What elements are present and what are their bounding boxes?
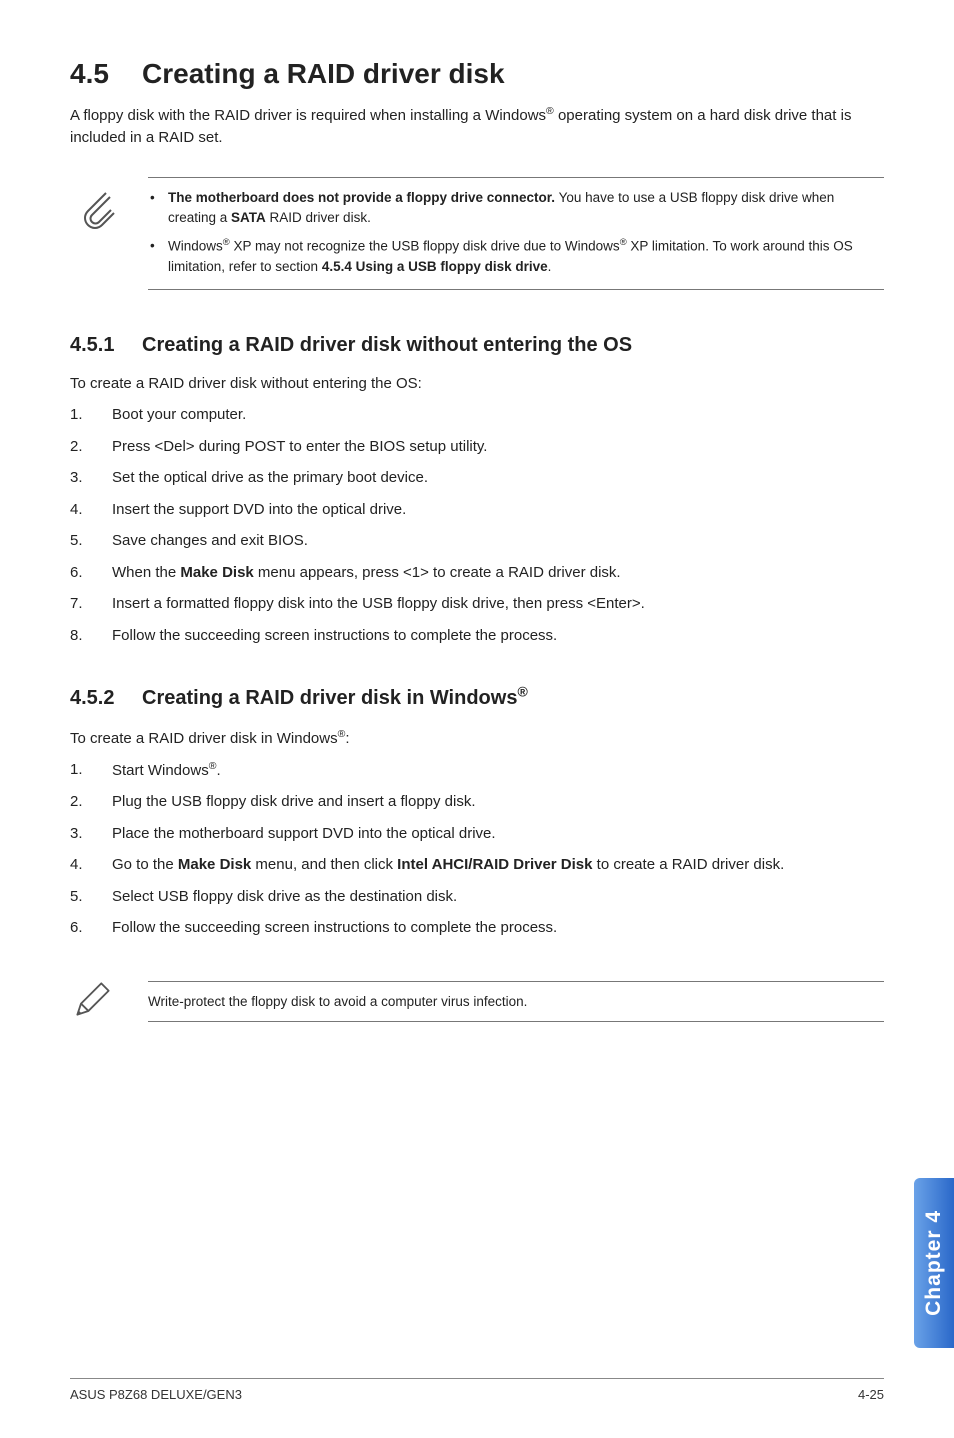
step-item: 6. When the Make Disk menu appears, press… [70, 562, 884, 585]
step-text: Save changes and exit BIOS. [112, 532, 308, 549]
step-item: 5. Save changes and exit BIOS. [70, 530, 884, 553]
step-number: 8. [70, 625, 83, 648]
step-text: Start Windows®. [112, 762, 221, 779]
page-footer: ASUS P8Z68 DELUXE/GEN3 4-25 [70, 1378, 884, 1402]
steps-list-2: 1. Start Windows®. 2. Plug the USB floppy d… [70, 759, 884, 940]
step-item: 3. Place the motherboard support DVD into… [70, 823, 884, 846]
step-text: Follow the succeeding screen instruction… [112, 627, 557, 644]
section-title-text: Creating a RAID driver disk [142, 58, 505, 89]
note-item: Windows® XP may not recognize the USB fl… [148, 236, 884, 277]
step-text: Insert the support DVD into the optical … [112, 501, 406, 518]
note-content: The motherboard does not provide a flopp… [148, 177, 884, 291]
section-number: 4.5 [70, 58, 142, 90]
step-text: Press <Del> during POST to enter the BIO… [112, 438, 487, 455]
step-text: Set the optical drive as the primary boo… [112, 469, 428, 486]
step-number: 4. [70, 499, 83, 522]
subsection-number: 4.5.1 [70, 334, 142, 357]
chapter-tab-label: Chapter 4 [922, 1210, 946, 1316]
step-item: 6. Follow the succeeding screen instructi… [70, 917, 884, 940]
step-item: 1. Start Windows®. [70, 759, 884, 783]
step-number: 2. [70, 436, 83, 459]
subsection-number: 4.5.2 [70, 687, 142, 710]
footer-left: ASUS P8Z68 DELUXE/GEN3 [70, 1387, 242, 1402]
step-item: 2. Press <Del> during POST to enter the B… [70, 436, 884, 459]
subsection-title-text: Creating a RAID driver disk without ente… [142, 334, 632, 356]
subsection-title: 4.5.1Creating a RAID driver disk without… [70, 334, 884, 357]
step-item: 7. Insert a formatted floppy disk into th… [70, 593, 884, 616]
steps-list-1: 1. Boot your computer. 2. Press <Del> durin… [70, 404, 884, 647]
note-box: The motherboard does not provide a flopp… [70, 177, 884, 291]
note-item: The motherboard does not provide a flopp… [148, 188, 884, 229]
step-number: 1. [70, 404, 83, 427]
step-item: 3. Set the optical drive as the primary b… [70, 467, 884, 490]
step-text: When the Make Disk menu appears, press <… [112, 564, 621, 581]
step-number: 7. [70, 593, 83, 616]
step-item: 4. Insert the support DVD into the optica… [70, 499, 884, 522]
step-text: Place the motherboard support DVD into t… [112, 825, 496, 842]
step-item: 4. Go to the Make Disk menu, and then cli… [70, 854, 884, 877]
step-number: 5. [70, 886, 83, 909]
step-number: 6. [70, 562, 83, 585]
step-number: 4. [70, 854, 83, 877]
step-number: 2. [70, 791, 83, 814]
subsection-title-text: Creating a RAID driver disk in Windows® [142, 687, 528, 709]
paperclip-icon [70, 177, 126, 238]
footer-right: 4-25 [858, 1387, 884, 1402]
step-number: 6. [70, 917, 83, 940]
step-item: 2. Plug the USB floppy disk drive and ins… [70, 791, 884, 814]
step-number: 5. [70, 530, 83, 553]
pencil-icon [70, 976, 126, 1027]
lead-paragraph: To create a RAID driver disk in Windows®… [70, 728, 884, 747]
step-number: 3. [70, 467, 83, 490]
subsection-title: 4.5.2Creating a RAID driver disk in Wind… [70, 683, 884, 710]
step-text: Go to the Make Disk menu, and then click… [112, 856, 784, 873]
step-text: Boot your computer. [112, 406, 246, 423]
step-item: 8. Follow the succeeding screen instructi… [70, 625, 884, 648]
step-item: 5. Select USB floppy disk drive as the de… [70, 886, 884, 909]
intro-paragraph: A floppy disk with the RAID driver is re… [70, 104, 884, 149]
step-text: Plug the USB floppy disk drive and inser… [112, 793, 476, 810]
note-list: The motherboard does not provide a flopp… [148, 188, 884, 278]
note-content: Write-protect the floppy disk to avoid a… [148, 981, 884, 1022]
chapter-tab: Chapter 4 [914, 1178, 954, 1348]
note-box: Write-protect the floppy disk to avoid a… [70, 976, 884, 1027]
step-number: 3. [70, 823, 83, 846]
step-number: 1. [70, 759, 83, 782]
step-item: 1. Boot your computer. [70, 404, 884, 427]
step-text: Select USB floppy disk drive as the dest… [112, 888, 457, 905]
step-text: Insert a formatted floppy disk into the … [112, 595, 645, 612]
lead-paragraph: To create a RAID driver disk without ent… [70, 375, 884, 392]
section-title: 4.5Creating a RAID driver disk [70, 58, 884, 90]
step-text: Follow the succeeding screen instruction… [112, 919, 557, 936]
